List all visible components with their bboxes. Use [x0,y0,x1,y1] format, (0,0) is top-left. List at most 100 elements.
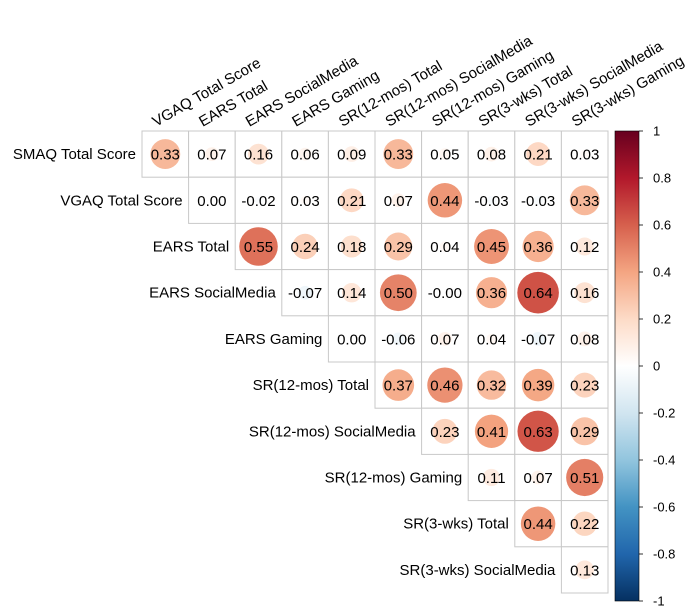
correlation-circle [569,185,600,216]
cells-layer [141,130,609,594]
correlation-circle [476,370,507,400]
cell-border [421,269,469,317]
row-label: SR(12-mos) SocialMedia [249,423,416,440]
correlation-value: 0.23 [430,424,459,441]
colorbar-tick-label: -0.2 [653,406,675,421]
correlation-circle [427,367,463,403]
correlation-circle [572,372,598,398]
correlation-value: 0.03 [290,193,319,210]
correlation-circle [427,183,463,218]
correlation-circle [474,414,509,448]
correlation-value: 0.13 [570,562,599,579]
correlation-value: 0.23 [570,378,599,395]
correlation-value: 0.09 [337,147,366,164]
row-labels: SMAQ Total Score VGAQ Total Score EARS Tot… [13,146,556,579]
correlation-circle [486,195,497,205]
correlation-circle [439,148,451,160]
correlation-circle [533,195,543,205]
colorbar-tick-label: 0.4 [653,265,671,280]
correlation-circle [474,229,509,264]
correlation-circle [292,233,318,260]
cell-border [514,315,562,363]
correlation-circle [439,241,451,252]
correlation-circle [517,271,559,314]
correlation-circle [572,511,597,536]
correlation-value: 0.21 [523,147,552,164]
row-label: VGAQ Total Score [60,192,182,209]
correlation-value: 0.21 [337,193,366,210]
row-label: SR(3-wks) SocialMedia [400,562,557,579]
correlation-value: 0.07 [430,331,459,348]
correlation-value: 0.50 [384,285,413,302]
correlation-value: 0.00 [197,193,226,210]
correlation-circle [482,468,501,487]
correlation-value: 0.44 [430,193,459,210]
correlation-circle [484,146,499,162]
correlation-circle [150,139,181,170]
correlation-circle [339,188,364,213]
correlation-value: 0.18 [337,239,366,256]
correlation-value: 0.11 [477,470,505,487]
correlation-circle [384,232,413,261]
correlation-value: 0.06 [290,147,319,164]
correlation-value: 0.04 [477,331,506,348]
cell-border [467,130,516,178]
correlation-circle [566,458,604,497]
colorbar-tick-label: -0.6 [653,500,675,515]
correlation-value: 0.16 [570,285,599,302]
correlation-value: 0.37 [384,378,413,395]
correlation-value: 0.08 [477,147,506,164]
correlation-value: 0.33 [384,147,413,164]
correlation-value: 0.51 [570,470,599,487]
correlation-value: 0.03 [570,147,599,164]
correlation-circle [531,332,545,346]
correlation-value: 0.22 [570,516,599,533]
colorbar-tick-label: 1 [653,124,660,139]
correlation-value: 0.33 [570,193,599,210]
correlation-value: 0.39 [523,378,552,395]
correlation-value: -0.03 [474,193,508,210]
correlation-circle [580,149,590,159]
circles-layer [150,139,604,580]
correlation-value: -0.06 [381,331,415,348]
correlation-value: 0.29 [384,239,413,256]
colorbar-tick-label: 0.8 [653,171,671,186]
correlation-value: 0.44 [523,516,552,533]
correlation-value: -0.02 [241,193,275,210]
correlation-circle [298,147,312,161]
correlation-value: 0.46 [430,378,459,395]
correlation-value: 0.07 [384,193,413,210]
correlation-circle [438,332,452,346]
correlation-value: 0.64 [523,285,552,302]
colorbar-tick-label: -1 [653,594,665,607]
row-label: EARS SocialMedia [149,285,276,302]
correlation-circle [522,230,554,263]
correlation-value: 0.36 [477,285,506,302]
correlation-circle [570,417,599,446]
colorbar-tick-label: 0 [653,359,660,374]
correlation-value: 0.24 [290,239,319,256]
correlation-value: 0.55 [244,239,273,256]
correlation-value: 0.63 [523,424,552,441]
correlation-circle [379,274,417,312]
correlation-circle [340,235,363,258]
correlation-circle [341,282,362,303]
correlation-value: -0.00 [428,285,462,302]
correlation-circle [574,282,596,304]
correlation-value: 0.05 [430,147,459,164]
colorbar: 1 0.8 0.6 0.4 0.2 0 -0.2 -0.4 -0.6 -0.8 -1 [614,124,675,607]
row-label: SR(12-mos) Gaming [325,470,463,487]
correlation-value: 0.32 [477,378,506,395]
row-label: SR(3-wks) Total [403,516,509,533]
correlation-value: -0.07 [521,331,555,348]
correlation-value: -0.03 [521,193,555,210]
row-label: SMAQ Total Score [13,146,136,163]
correlation-circle [526,142,551,167]
colorbar-tick-label: 0.2 [653,312,671,327]
correlation-value: 0.00 [337,331,366,348]
correlation-value: 0.29 [570,424,599,441]
correlation-circle [577,331,593,347]
correlation-circle [520,506,556,541]
